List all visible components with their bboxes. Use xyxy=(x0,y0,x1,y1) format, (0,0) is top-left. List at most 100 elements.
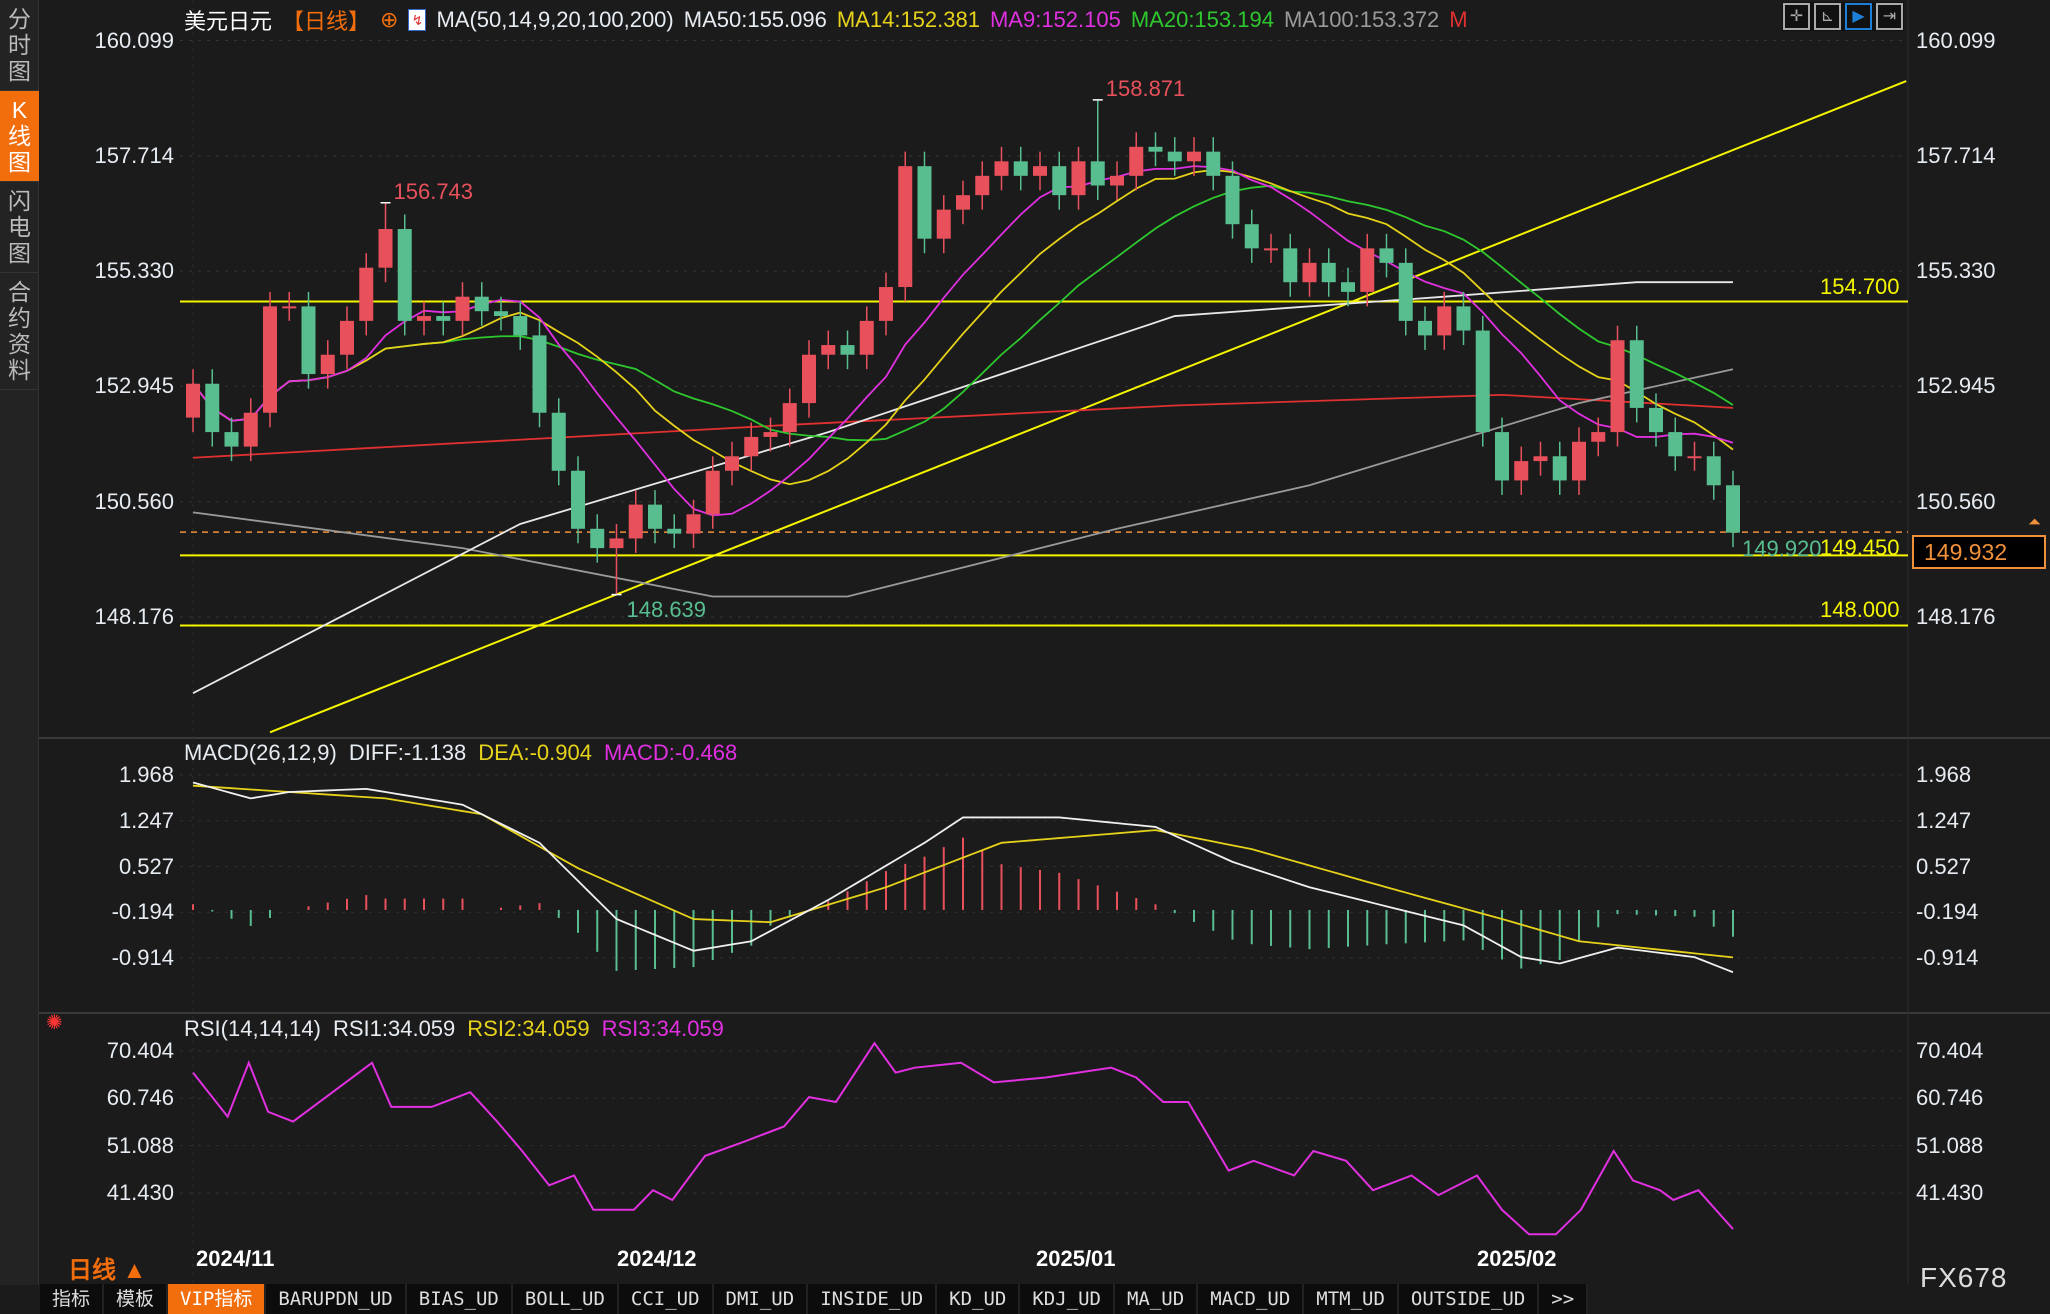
candle-body xyxy=(1206,151,1221,176)
rsi-axis-label: 51.088 xyxy=(106,1132,174,1158)
macd-legend: MACD(26,12,9) DIFF:-1.138 DEA:-0.904 MAC… xyxy=(184,740,737,766)
candle-body xyxy=(1167,151,1182,162)
candle-body xyxy=(1283,248,1298,283)
tab-6[interactable]: CCI_UD xyxy=(619,1284,714,1314)
candle-body xyxy=(686,514,701,534)
move-right-icon[interactable]: ⇥ xyxy=(1876,3,1903,30)
candle-body xyxy=(205,383,220,433)
tab-5[interactable]: BOLL_UD xyxy=(513,1284,619,1314)
price-axis-label: 150.560 xyxy=(94,488,174,514)
ma20-line xyxy=(192,184,1734,442)
candle-body xyxy=(1668,432,1683,457)
macd-dea: DEA:-0.904 xyxy=(478,740,592,765)
tab-1[interactable]: 模板 xyxy=(104,1284,169,1314)
candle-body xyxy=(551,412,566,471)
candle-body xyxy=(1552,456,1567,481)
candle-body xyxy=(224,432,239,447)
rsi-title: RSI(14,14,14) xyxy=(184,1016,321,1041)
price-axis-label: 160.099 xyxy=(1916,27,1996,53)
indicator-chart-icon[interactable]: ↯ xyxy=(408,9,427,31)
candle-body xyxy=(1341,282,1355,292)
candle-body xyxy=(1706,456,1721,486)
ma50-line xyxy=(192,281,1733,694)
date-axis-label: 2024/11 xyxy=(196,1246,275,1271)
sidebar-item-3[interactable]: 合约资料 xyxy=(0,273,39,390)
candle-body xyxy=(186,383,200,418)
candle-body xyxy=(1629,340,1644,408)
tab-0[interactable]: 指标 xyxy=(40,1284,105,1314)
crosshair-icon[interactable]: ✛ xyxy=(1783,3,1810,30)
candle-body xyxy=(1475,330,1490,433)
tab-14[interactable]: OUTSIDE_UD xyxy=(1399,1284,1540,1314)
candle-body xyxy=(1033,166,1047,176)
candle-body xyxy=(802,354,816,404)
candle-body xyxy=(1090,161,1105,186)
candle-body xyxy=(282,306,297,309)
sidebar-item-1[interactable]: K线图 xyxy=(0,91,39,182)
tab-7[interactable]: DMI_UD xyxy=(714,1284,809,1314)
play-icon[interactable]: ▶ xyxy=(1845,3,1872,30)
indicator-tabs: 指标 模板 VIP指标 BARUPDN_UD BIAS_UD BOLL_UD CCI_UD D… xyxy=(40,1284,1589,1314)
candle-body xyxy=(1013,161,1028,176)
scroll-up-icon[interactable]: ⏶ xyxy=(2028,514,2041,531)
candle-body xyxy=(898,166,913,288)
date-axis-label: 2025/01 xyxy=(1036,1246,1116,1271)
tab-12[interactable]: MACD_UD xyxy=(1198,1284,1305,1314)
macd-axis-label: -0.194 xyxy=(1916,899,1979,925)
sidebar-item-label: K线图 xyxy=(8,97,31,175)
tab-8[interactable]: INSIDE_UD xyxy=(808,1284,938,1314)
price-axis-label: 148.176 xyxy=(94,603,174,629)
candle-body xyxy=(1071,161,1086,196)
tab-2[interactable]: VIP指标 xyxy=(168,1284,267,1314)
tab-3[interactable]: BARUPDN_UD xyxy=(266,1284,407,1314)
trend-line xyxy=(269,80,1907,734)
candle-body xyxy=(1321,262,1336,283)
sidebar-item-0[interactable]: 分时图 xyxy=(0,0,39,91)
macd-axis-label: 0.527 xyxy=(1916,853,1972,879)
date-axis-label: 2024/12 xyxy=(617,1246,697,1271)
candle-body xyxy=(1129,146,1144,176)
candle-body xyxy=(936,209,951,239)
rsi-axis-label: 41.430 xyxy=(106,1179,174,1205)
tab-11[interactable]: MA_UD xyxy=(1115,1284,1199,1314)
period-selector[interactable]: 日线 ▲ xyxy=(68,1257,147,1284)
ma50-value: MA50:155.096 xyxy=(683,7,827,32)
candle-body xyxy=(359,267,374,321)
candle-body xyxy=(879,287,893,321)
tab-13[interactable]: MTM_UD xyxy=(1304,1284,1399,1314)
main-legend: 美元日元 【日线】 ⊕ ↯ MA(50,14,9,20,100,200) MA5… xyxy=(184,4,1468,36)
rsi-axis-label: 51.088 xyxy=(1916,1132,1984,1158)
tab-15[interactable]: >> xyxy=(1539,1284,1589,1314)
rsi-axis-label: 60.746 xyxy=(1916,1085,1984,1111)
sidebar-item-2[interactable]: 闪电图 xyxy=(0,182,39,273)
rsi3-value: RSI3:34.059 xyxy=(601,1016,724,1041)
settings-sun-icon[interactable]: ✺ xyxy=(46,1012,63,1034)
tab-9[interactable]: KD_UD xyxy=(937,1284,1021,1314)
rsi-axis-label: 70.404 xyxy=(106,1038,174,1063)
candle-body xyxy=(1591,432,1606,442)
candle-body xyxy=(1649,407,1663,433)
ma9-value: MA9:152.105 xyxy=(989,7,1121,32)
candle-body xyxy=(1148,146,1163,152)
macd-diff-line xyxy=(192,781,1734,974)
candle-body xyxy=(1110,175,1124,186)
add-circle-icon[interactable]: ⊕ xyxy=(380,7,399,32)
candle-body xyxy=(1418,320,1432,336)
candle-body xyxy=(1514,461,1529,481)
candle-body xyxy=(571,470,585,529)
price-axis-label: 152.945 xyxy=(94,373,174,399)
rsi-line xyxy=(192,1041,1734,1236)
candle-body xyxy=(532,335,547,413)
ma100-line xyxy=(192,368,1734,598)
tab-4[interactable]: BIAS_UD xyxy=(407,1284,513,1314)
candle-body xyxy=(436,316,451,321)
price-axis-label: 148.176 xyxy=(1916,603,1996,629)
macd-dea-line xyxy=(192,784,1734,959)
zoom-range-icon[interactable]: ⊾ xyxy=(1814,3,1841,30)
candle-body xyxy=(840,345,855,355)
candle-body xyxy=(821,345,836,355)
brand-logo: FX678 xyxy=(1920,1262,2008,1293)
extreme-price-label: 158.871 xyxy=(1105,75,1186,101)
tab-10[interactable]: KDJ_UD xyxy=(1020,1284,1115,1314)
